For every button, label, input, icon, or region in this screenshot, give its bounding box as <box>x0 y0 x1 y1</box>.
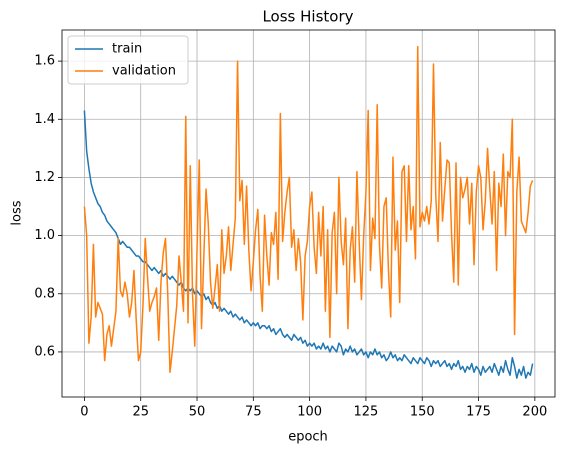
x-tick-label: 150 <box>410 405 435 420</box>
y-tick-label: 0.6 <box>34 344 55 359</box>
x-axis-label: epoch <box>288 430 328 445</box>
x-tick-label: 50 <box>189 405 206 420</box>
x-tick-label: 100 <box>297 405 322 420</box>
y-tick-label: 1.2 <box>34 170 55 185</box>
x-tick-label: 125 <box>354 405 379 420</box>
chart-title: Loss History <box>262 8 353 26</box>
y-tick-label: 1.6 <box>34 54 55 69</box>
x-tick-label: 75 <box>245 405 262 420</box>
y-tick-label: 1.0 <box>34 228 55 243</box>
x-tick-label: 0 <box>80 405 88 420</box>
y-tick-label: 0.8 <box>34 286 55 301</box>
y-axis-label: loss <box>10 200 25 225</box>
y-tick-label: 1.4 <box>34 112 55 127</box>
data-line <box>83 110 534 379</box>
data-line <box>83 45 534 374</box>
x-tick-label: 25 <box>132 405 149 420</box>
legend-box <box>67 35 189 85</box>
plot-area <box>83 45 534 379</box>
axes-frame <box>61 29 556 398</box>
x-tick-label: 175 <box>466 405 491 420</box>
legend-label: validation <box>112 64 176 79</box>
legend-label: train <box>112 42 142 57</box>
x-tick-label: 200 <box>522 405 547 420</box>
